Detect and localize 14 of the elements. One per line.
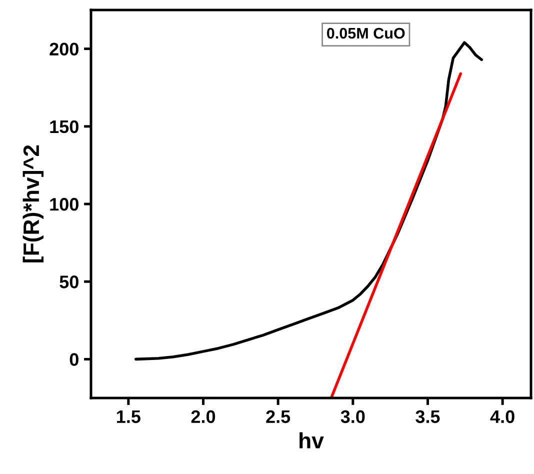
x-tick-label: 4.0	[490, 410, 514, 424]
y-tick-label: 200	[50, 42, 78, 56]
x-tick-label: 2.0	[191, 410, 216, 424]
annotation: 0.05M CuO	[327, 28, 405, 39]
x-tick-label: 2.5	[266, 410, 290, 424]
x-axis-title: hv	[300, 432, 324, 448]
y-tick-label: 50	[60, 276, 78, 288]
y-tick-label: 0	[70, 353, 78, 366]
y-axis-title: [F(R)*hv]^2	[22, 145, 44, 262]
x-tick-label: 3.5	[416, 410, 440, 424]
y-tick-label: 100	[50, 198, 78, 211]
x-tick-label: 3.0	[340, 410, 365, 424]
x-tick-label: 1.5	[117, 410, 140, 424]
y-tick-label: 150	[50, 120, 78, 134]
